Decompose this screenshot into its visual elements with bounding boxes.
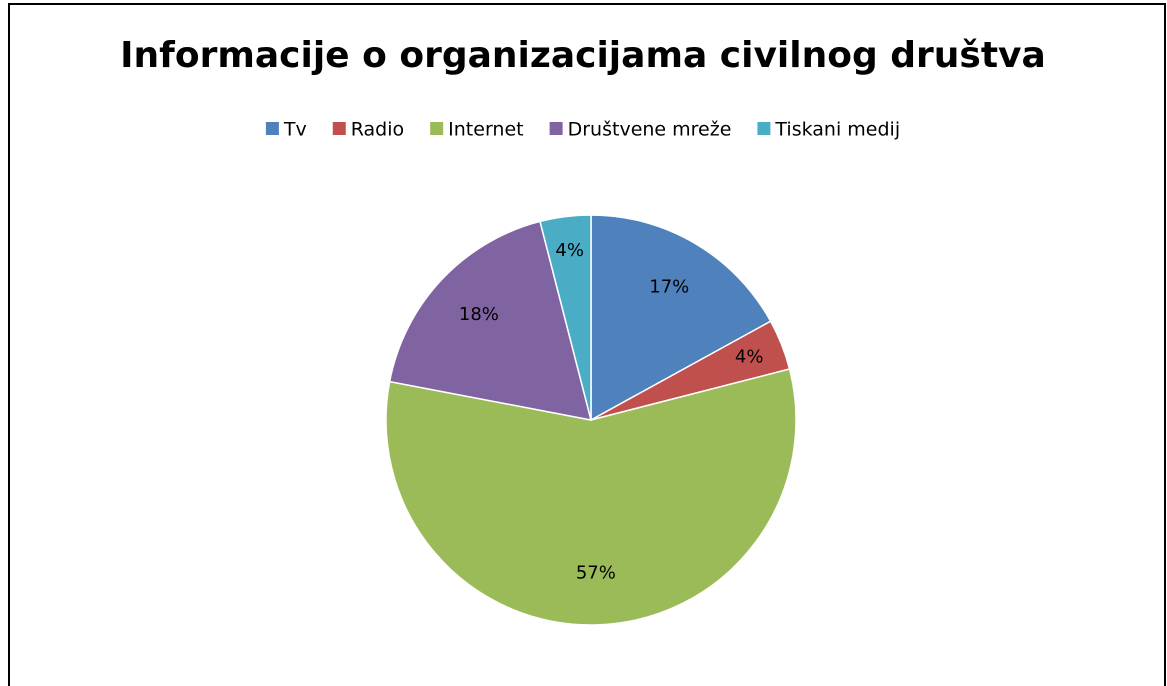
pie-slice	[539, 214, 592, 421]
data-label: 57%	[576, 563, 616, 584]
legend-swatch	[549, 122, 563, 135]
legend-swatch	[757, 122, 771, 135]
data-label: 4%	[555, 240, 584, 261]
legend-label: Internet	[448, 119, 523, 141]
pie-slice	[385, 368, 797, 626]
data-label: 4%	[735, 346, 764, 367]
pie-slice	[388, 220, 593, 421]
legend-swatch	[430, 122, 444, 135]
legend: Tv Radio Internet Društvene mreže Tiskani me…	[265, 119, 900, 141]
data-label: 18%	[459, 304, 499, 325]
legend-label: Tiskani medij	[774, 119, 900, 141]
legend-swatch	[332, 122, 346, 135]
legend-swatch	[265, 122, 279, 135]
chart-title: Informacije o organizacijama civilnog dr…	[120, 35, 1046, 76]
data-label: 17%	[649, 277, 689, 298]
pie-slice	[590, 214, 772, 422]
legend-label: Tv	[283, 119, 307, 141]
legend-label: Radio	[351, 119, 404, 141]
legend-label: Društvene mreže	[568, 119, 732, 141]
